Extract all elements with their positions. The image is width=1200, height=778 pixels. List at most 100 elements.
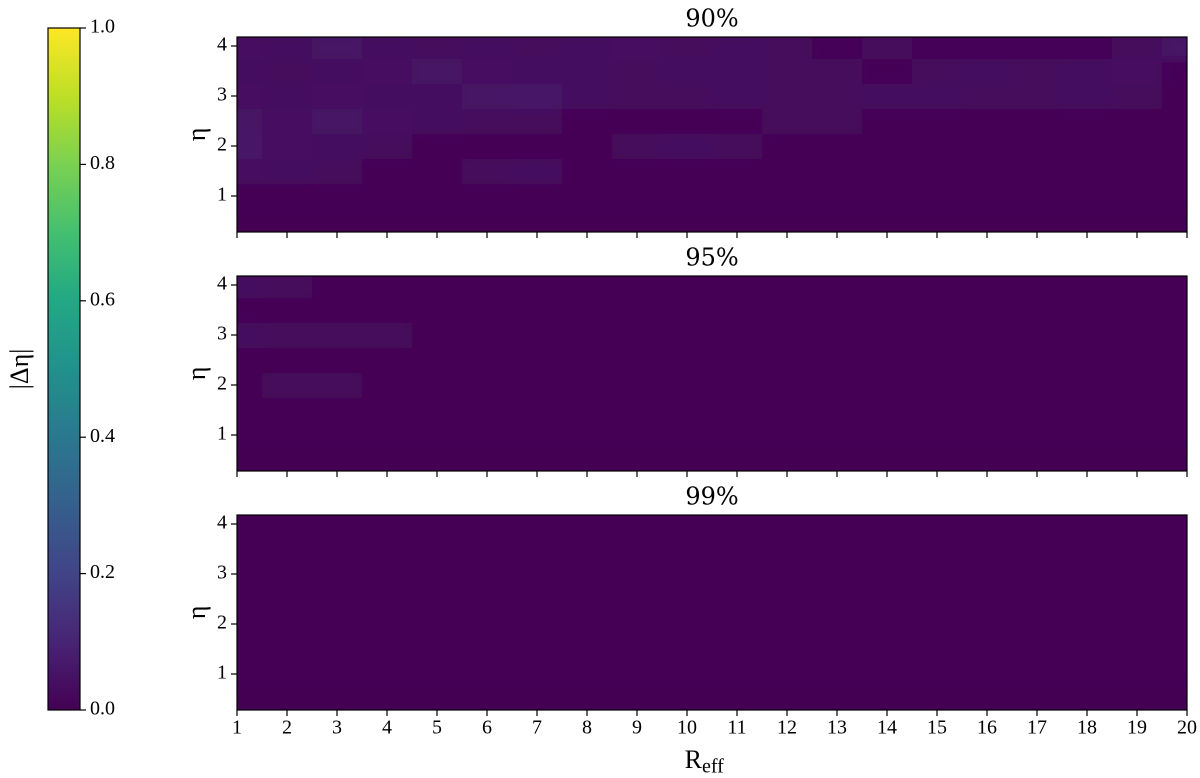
- y-tick-label: 1: [217, 184, 227, 206]
- cell: [562, 347, 613, 373]
- cell: [562, 661, 613, 687]
- cell: [462, 158, 513, 184]
- cell: [1112, 397, 1163, 423]
- cell: [362, 37, 413, 59]
- cell: [812, 372, 863, 398]
- y-axis-label: η: [182, 367, 211, 381]
- cell: [512, 536, 563, 562]
- cell: [612, 561, 663, 587]
- cell: [1012, 83, 1063, 109]
- cell: [1062, 276, 1113, 298]
- colorbar-tick-label: 0.8: [90, 152, 115, 174]
- cell: [412, 372, 463, 398]
- cell: [812, 108, 863, 134]
- cell: [462, 297, 513, 323]
- cell: [612, 397, 663, 423]
- cell: [612, 58, 663, 84]
- cell: [362, 322, 413, 348]
- cell: [237, 636, 263, 662]
- cell: [462, 661, 513, 687]
- cell: [1112, 347, 1163, 373]
- cell: [762, 372, 813, 398]
- cell: [512, 586, 563, 612]
- cell: [612, 372, 663, 398]
- cell: [862, 536, 913, 562]
- cell: [1012, 397, 1063, 423]
- cell: [412, 158, 463, 184]
- cells: [237, 515, 1187, 687]
- cell: [237, 372, 263, 398]
- x-tick-label: 9: [632, 717, 642, 739]
- cell: [312, 661, 363, 687]
- cell: [237, 515, 263, 537]
- cell: [862, 611, 913, 637]
- cell: [1112, 276, 1163, 298]
- cell: [962, 536, 1013, 562]
- cell: [762, 661, 813, 687]
- cell: [862, 561, 913, 587]
- cell: [312, 183, 363, 209]
- cell: [812, 322, 863, 348]
- panel-title: 99%: [685, 483, 738, 511]
- y-tick-label: 2: [217, 612, 227, 634]
- cell: [1062, 347, 1113, 373]
- cell: [812, 611, 863, 637]
- cell: [1062, 422, 1113, 448]
- cell: [762, 586, 813, 612]
- cell: [512, 158, 563, 184]
- cell: [962, 322, 1013, 348]
- cell: [762, 536, 813, 562]
- cell: [312, 276, 363, 298]
- cell: [612, 515, 663, 537]
- cell: [812, 158, 863, 184]
- cell: [912, 515, 963, 537]
- cell: [262, 183, 313, 209]
- cell: [1012, 347, 1063, 373]
- cell: [1012, 636, 1063, 662]
- cell: [462, 397, 513, 423]
- cell: [237, 536, 263, 562]
- cell: [862, 276, 913, 298]
- cell: [312, 422, 363, 448]
- cell: [962, 515, 1013, 537]
- cell: [962, 636, 1013, 662]
- heatmap: [237, 515, 1187, 710]
- cell: [912, 372, 963, 398]
- y-axis-label: η: [182, 128, 211, 142]
- cell: [862, 108, 913, 134]
- cell: [762, 611, 813, 637]
- cell: [362, 397, 413, 423]
- cell: [562, 58, 613, 84]
- cell: [962, 133, 1013, 159]
- cell: [1012, 536, 1063, 562]
- cell: [762, 636, 813, 662]
- cell: [412, 37, 463, 59]
- cell: [762, 397, 813, 423]
- cell: [562, 372, 613, 398]
- cell: [262, 586, 313, 612]
- cell: [412, 397, 463, 423]
- cell: [912, 322, 963, 348]
- cell: [762, 515, 813, 537]
- cell: [562, 108, 613, 134]
- cell: [562, 422, 613, 448]
- y-tick-label: 3: [217, 84, 227, 106]
- cell: [1062, 661, 1113, 687]
- cell: [862, 515, 913, 537]
- cell: [1162, 133, 1187, 159]
- cell: [662, 297, 713, 323]
- cell: [1112, 372, 1163, 398]
- cell: [1012, 276, 1063, 298]
- cell: [612, 37, 663, 59]
- cell: [1162, 347, 1187, 373]
- x-axis-label-subscript: eff: [702, 756, 724, 778]
- panel-title: 95%: [685, 244, 738, 272]
- cell: [862, 158, 913, 184]
- cells: [237, 276, 1187, 448]
- cell: [237, 276, 263, 298]
- cell: [712, 37, 763, 59]
- colorbar-tick-label: 1.0: [90, 16, 115, 38]
- cell: [512, 561, 563, 587]
- y-tick-label: 4: [217, 512, 227, 534]
